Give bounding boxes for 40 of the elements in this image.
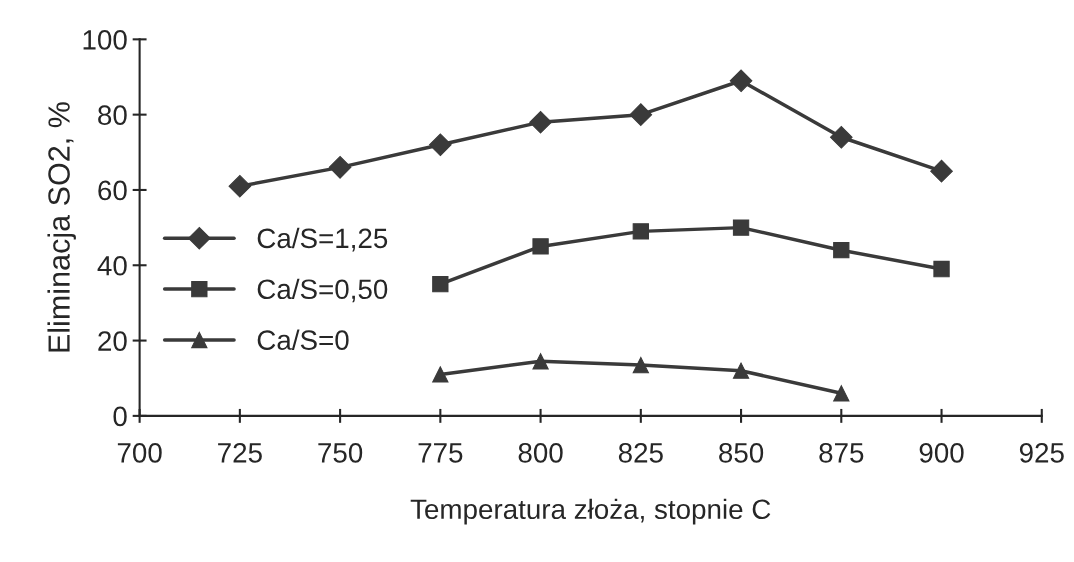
point [829,125,853,149]
y-tick-label: 20 [98,331,127,351]
point [833,385,850,402]
y-axis-title: Eliminacja SO2, % [47,102,76,352]
y-tick-label: 60 [98,180,127,201]
point [732,219,750,236]
point [532,238,549,255]
point [532,353,549,370]
y-tick-label: 40 [97,255,127,276]
point [933,260,950,278]
x-axis-title: Temperatura złoża, stopnie C [410,498,771,525]
point [228,174,252,198]
point [930,159,953,183]
point [729,69,753,93]
point [629,103,653,126]
y-tick-label: 100 [83,30,127,50]
x-tick-label: 925 [1019,443,1064,463]
point [328,156,352,179]
point [432,366,449,383]
x-tick-label: 850 [719,443,764,463]
x-tick-label: 700 [117,443,162,463]
y-tick-label: 0 [113,406,127,427]
y-tick-label: 80 [98,105,127,125]
legend-label: Ca/S=1,25 [257,227,388,252]
point [833,242,850,259]
point [429,133,452,157]
x-tick-label: 825 [618,443,663,463]
x-tick-label: 725 [218,443,262,463]
point [732,362,750,379]
x-tick-label: 900 [919,443,964,463]
point [432,275,449,293]
x-tick-label: 750 [318,443,363,463]
point [632,223,649,240]
point [632,356,649,374]
legend-label: Ca/S=0 [257,329,349,350]
x-tick-label: 800 [518,443,563,463]
x-tick-label: 775 [418,443,463,463]
point [529,110,552,134]
legend-label: Ca/S=0,50 [257,278,388,303]
x-tick-label: 875 [819,443,864,463]
